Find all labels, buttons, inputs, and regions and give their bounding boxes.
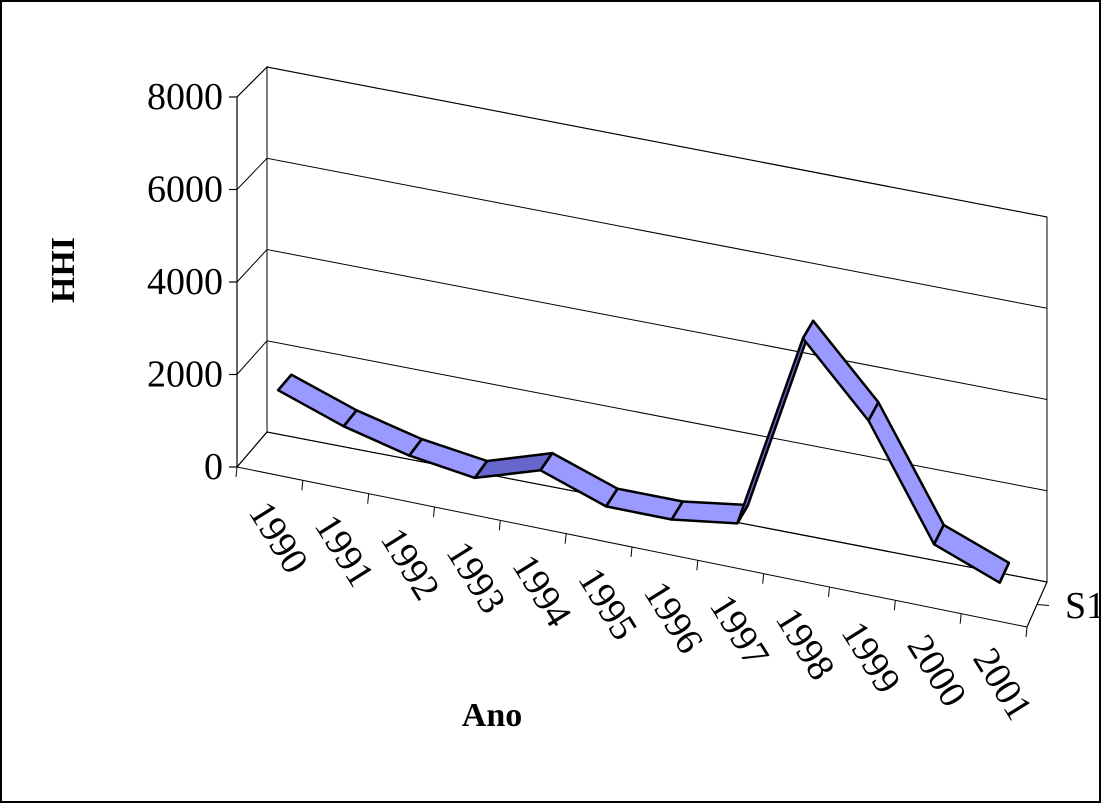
data-point-1994	[539, 452, 554, 471]
x-tick-mark	[762, 573, 765, 584]
x-tick-mark	[828, 586, 830, 598]
ribbon-segment-1993	[473, 451, 554, 480]
data-point-1991	[342, 409, 358, 428]
series-label: S1	[1065, 585, 1101, 627]
gridline-8000	[236, 66, 1048, 218]
depth-tick	[1036, 604, 1050, 606]
y-tick-label: 6000	[147, 169, 223, 211]
ribbon-segment-1998	[801, 319, 880, 422]
x-tick-mark	[1025, 626, 1028, 638]
data-point-1990	[277, 373, 293, 392]
ribbon-segment-2000	[932, 523, 1011, 584]
ribbon-segment-1994	[539, 451, 619, 508]
x-tick-label: 2000	[899, 628, 975, 715]
ribbon-segment-1990	[276, 373, 358, 428]
ribbon-segment-1992	[408, 437, 489, 480]
side-wall	[236, 65, 268, 469]
data-point-1997	[736, 504, 750, 525]
y-axis-title: IHH	[44, 237, 81, 303]
gridlines	[236, 66, 1048, 583]
data-point-1995	[605, 488, 619, 508]
x-tick-label: 1998	[767, 601, 843, 688]
x-tick-mark	[630, 546, 633, 558]
x-tick-label: 1991	[306, 508, 382, 595]
y-tick-label: 8000	[147, 76, 223, 118]
x-tick-mark	[367, 493, 370, 504]
data-point-1993	[473, 460, 489, 479]
x-tick-label: 1990	[240, 494, 316, 581]
y-ticks: 0 2000 4000 6000 8000	[147, 76, 238, 488]
x-axis-title: Ano	[462, 697, 522, 734]
x-tick-mark	[893, 600, 896, 611]
gridline-0	[236, 431, 1048, 583]
data-point-1992	[408, 438, 423, 457]
x-tick-label: 2001	[964, 641, 1040, 728]
x-tick-mark	[301, 480, 304, 491]
ribbon-segment-1999	[867, 401, 945, 546]
data-point-1996	[670, 500, 684, 521]
ribbon-segment-1995	[604, 487, 684, 521]
gridline-4000	[236, 248, 1048, 400]
y-tick-label: 2000	[147, 354, 223, 396]
data-point-1998	[801, 320, 815, 340]
x-tick-mark	[235, 466, 238, 478]
y-tick-label: 0	[204, 446, 223, 488]
x-tick-mark	[696, 560, 699, 571]
x-tick-label: 1994	[504, 548, 580, 635]
series-ribbon	[276, 319, 1011, 584]
data-point-2001	[998, 562, 1011, 584]
x-tick-label: 1992	[372, 521, 448, 608]
gridline-6000	[236, 157, 1048, 309]
y-tick-label: 4000	[147, 261, 223, 303]
x-tick-label: 1995	[569, 561, 645, 648]
gridline-2000	[236, 340, 1048, 492]
ribbon-segment-1997	[736, 319, 815, 525]
x-tick-mark	[498, 520, 501, 531]
data-point-1999	[867, 401, 880, 422]
ribbon-segment-1996	[670, 500, 750, 525]
x-tick-mark	[959, 613, 962, 624]
x-tick-label: 1993	[438, 534, 514, 621]
x-tick-mark	[433, 506, 435, 518]
x-tick-label: 1997	[701, 588, 777, 675]
x-tick-label: 1999	[833, 614, 909, 701]
data-point-2000	[932, 524, 945, 545]
x-tick-mark	[564, 533, 567, 544]
x-tick-label: 1996	[635, 574, 711, 661]
